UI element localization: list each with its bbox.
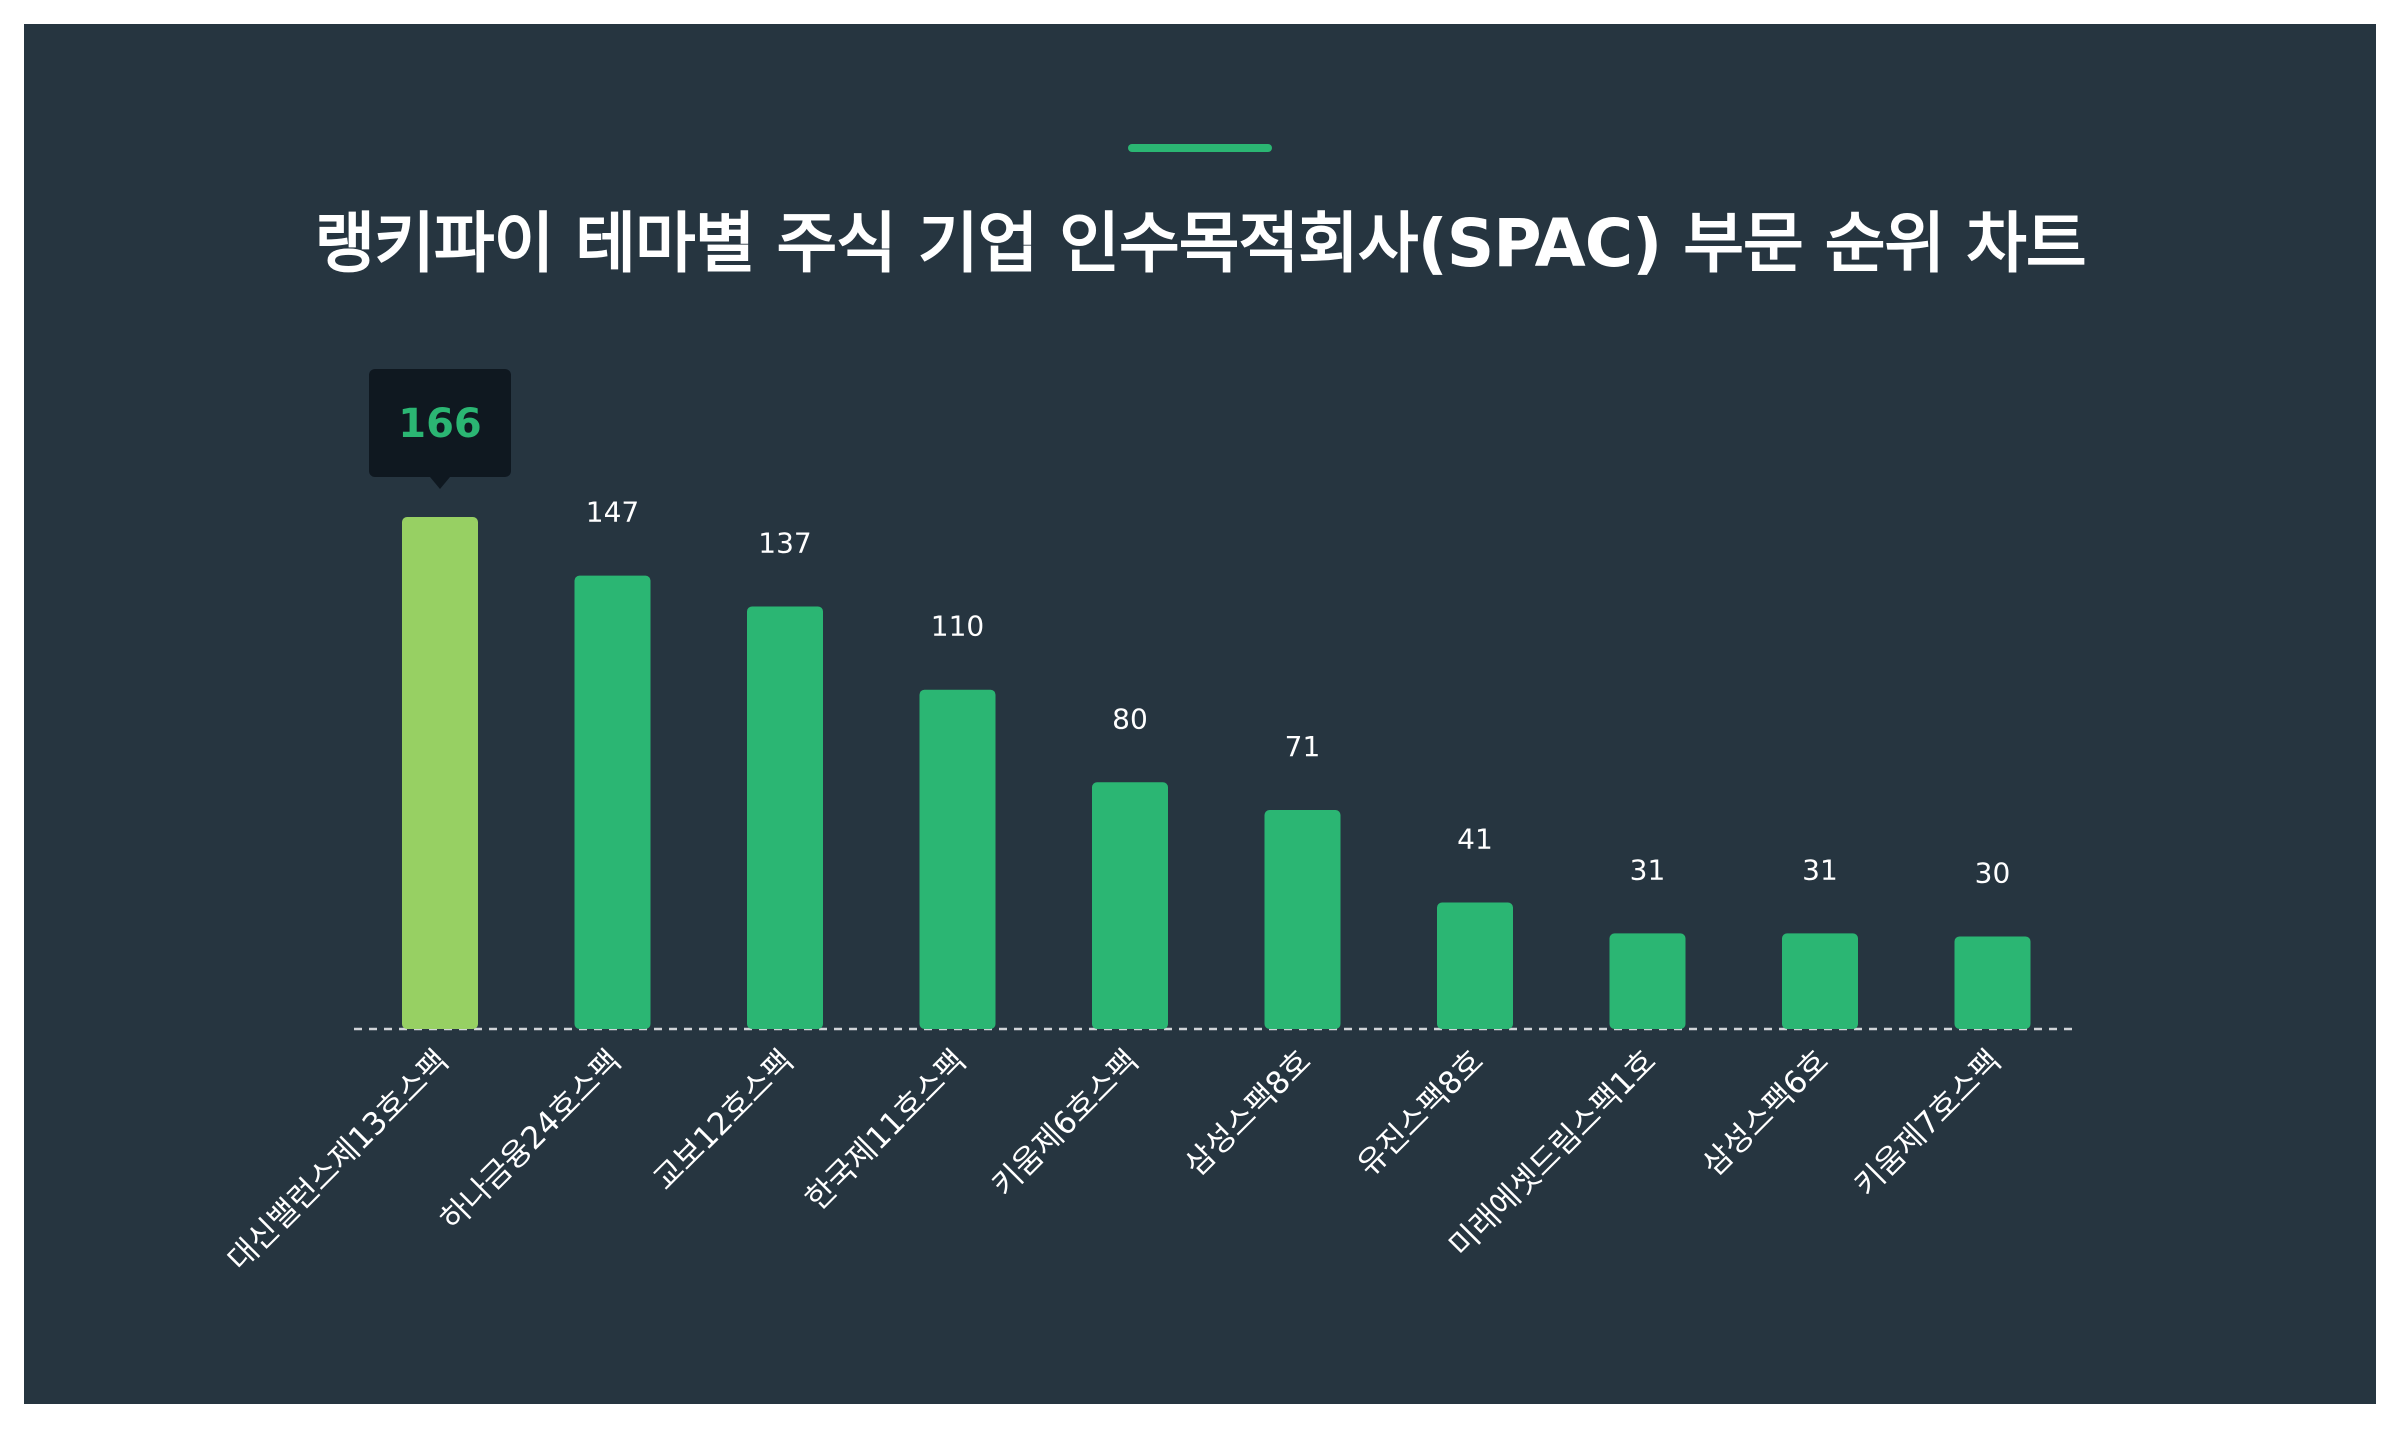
category-label-10: 키움제7호스팩 [1848, 1043, 2008, 1203]
bar-1 [402, 517, 478, 1029]
category-label-6: 삼성스팩8호 [1178, 1043, 1318, 1183]
chart-panel: 랭키파이 테마별 주식 기업 인수목적회사(SPAC) 부문 순위 차트 대신밸… [24, 24, 2376, 1404]
value-label-8: 31 [1630, 853, 1666, 886]
category-label-1: 대신밸런스제13호스팩 [221, 1043, 456, 1278]
bar-7 [1437, 902, 1513, 1029]
value-label-10: 30 [1975, 856, 2011, 889]
chart-title: 랭키파이 테마별 주식 기업 인수목적회사(SPAC) 부문 순위 차트 [314, 205, 2086, 282]
bar-9 [1782, 933, 1858, 1029]
tooltip-arrow [430, 477, 450, 489]
value-tooltip: 166 [369, 369, 511, 489]
category-label-4: 한국제11호스팩 [799, 1043, 973, 1217]
bar-10 [1954, 936, 2031, 1029]
value-label-2: 147 [586, 496, 639, 529]
category-label-2: 하나금융24호스팩 [434, 1043, 629, 1238]
value-label-6: 71 [1285, 730, 1321, 763]
bar-4 [919, 689, 996, 1029]
value-label-5: 80 [1112, 702, 1148, 735]
bar-6 [1264, 810, 1341, 1029]
bar-2 [574, 575, 651, 1029]
tooltip-value: 166 [398, 401, 482, 447]
category-label-9: 삼성스팩6호 [1695, 1043, 1835, 1183]
value-label-4: 110 [931, 610, 984, 643]
title-accent-line [1128, 144, 1272, 152]
category-label-7: 유진스팩8호 [1350, 1043, 1490, 1183]
bar-chart: 대신밸런스제13호스팩 147 하나금융24호스팩 137 교보12호스팩 110 한국제1… [221, 369, 2076, 1278]
value-label-7: 41 [1457, 823, 1493, 856]
category-label-5: 키움제6호스팩 [985, 1043, 1145, 1203]
bar-5 [1092, 782, 1168, 1029]
category-label-3: 교보12호스팩 [646, 1043, 800, 1197]
value-label-3: 137 [758, 526, 811, 559]
bars-group: 대신밸런스제13호스팩 147 하나금융24호스팩 137 교보12호스팩 110 한국제1… [221, 496, 2031, 1278]
value-label-9: 31 [1802, 853, 1838, 886]
tooltip-box [369, 369, 511, 477]
bar-8 [1609, 933, 1686, 1029]
bar-3 [747, 606, 823, 1029]
